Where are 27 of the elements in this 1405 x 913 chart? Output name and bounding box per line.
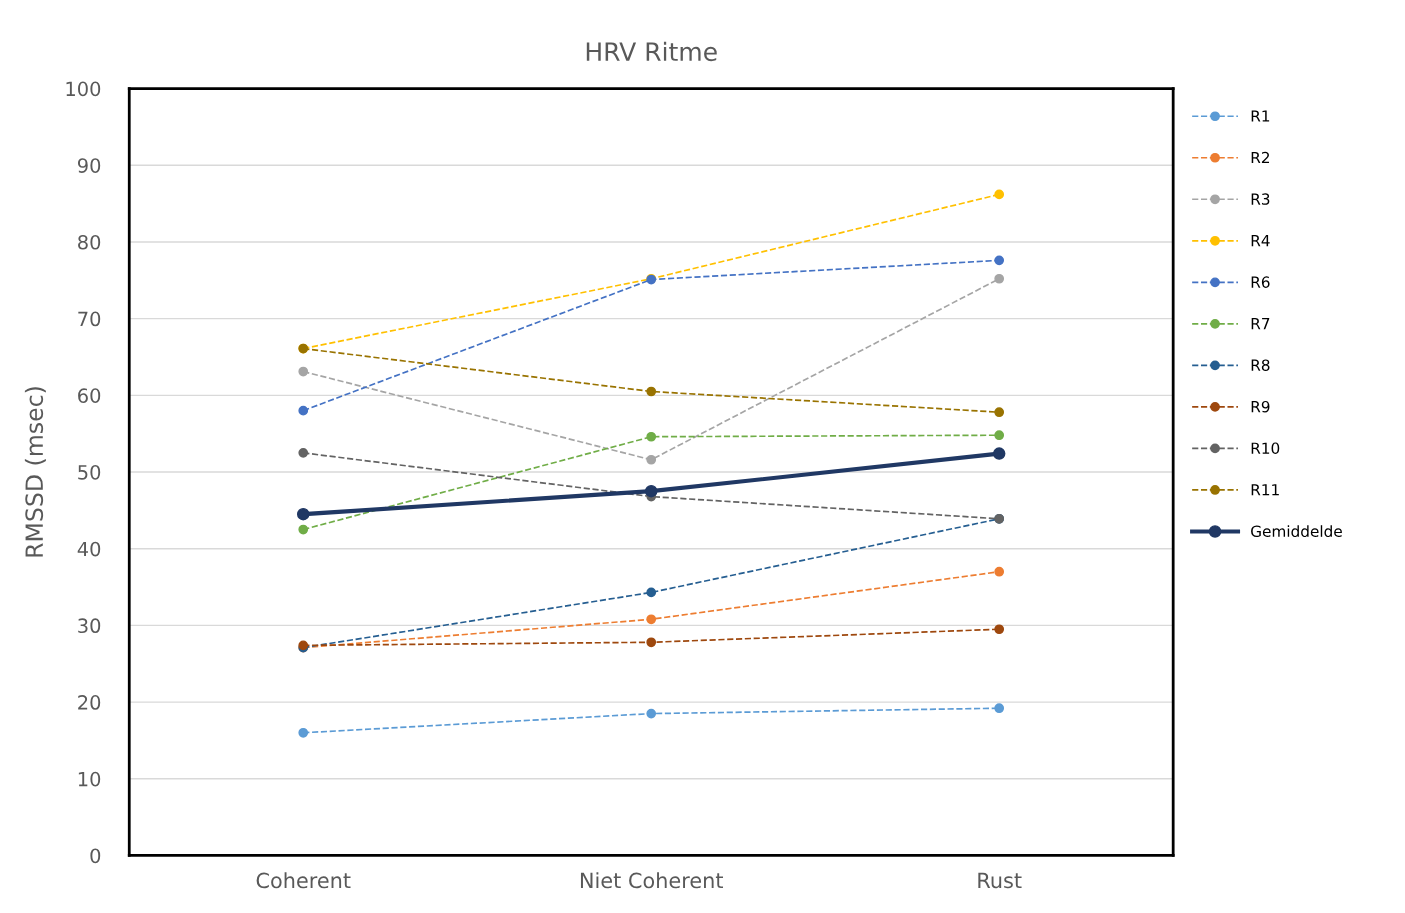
- y-tick-label: 50: [78, 464, 101, 480]
- y-tick-label: 0: [90, 848, 101, 864]
- legend-label: R1: [1251, 110, 1270, 122]
- y-tick-label: 20: [78, 695, 101, 710]
- legend-label: R10: [1251, 442, 1280, 454]
- chart-title: HRV Ritme: [586, 41, 717, 62]
- x-tick-label: Coherent: [256, 872, 351, 889]
- x-tick-label: Rust: [978, 872, 1022, 889]
- y-axis-title: RMSSD (msec): [24, 387, 46, 557]
- legend-label: R9: [1251, 400, 1270, 413]
- legend-label: R7: [1251, 318, 1270, 330]
- legend-label: R3: [1251, 193, 1270, 205]
- y-tick-label: 10: [78, 771, 101, 787]
- legend-label: R6: [1251, 276, 1270, 288]
- y-tick-label: 70: [78, 311, 101, 327]
- y-tick-label: 40: [77, 541, 101, 557]
- legend-label: R11: [1251, 484, 1279, 496]
- y-tick-label: 90: [77, 158, 101, 173]
- legend-label: R4: [1251, 235, 1270, 247]
- y-tick-label: 100: [66, 81, 101, 97]
- legend-label: Gemiddelde: [1251, 525, 1342, 538]
- x-tick-label: Niet Coherent: [580, 872, 724, 889]
- y-tick-label: 30: [78, 618, 101, 634]
- legend-label: R2: [1251, 151, 1270, 164]
- y-tick-label: 60: [78, 388, 101, 403]
- y-tick-label: 80: [78, 234, 101, 250]
- legend-label: R8: [1251, 359, 1270, 371]
